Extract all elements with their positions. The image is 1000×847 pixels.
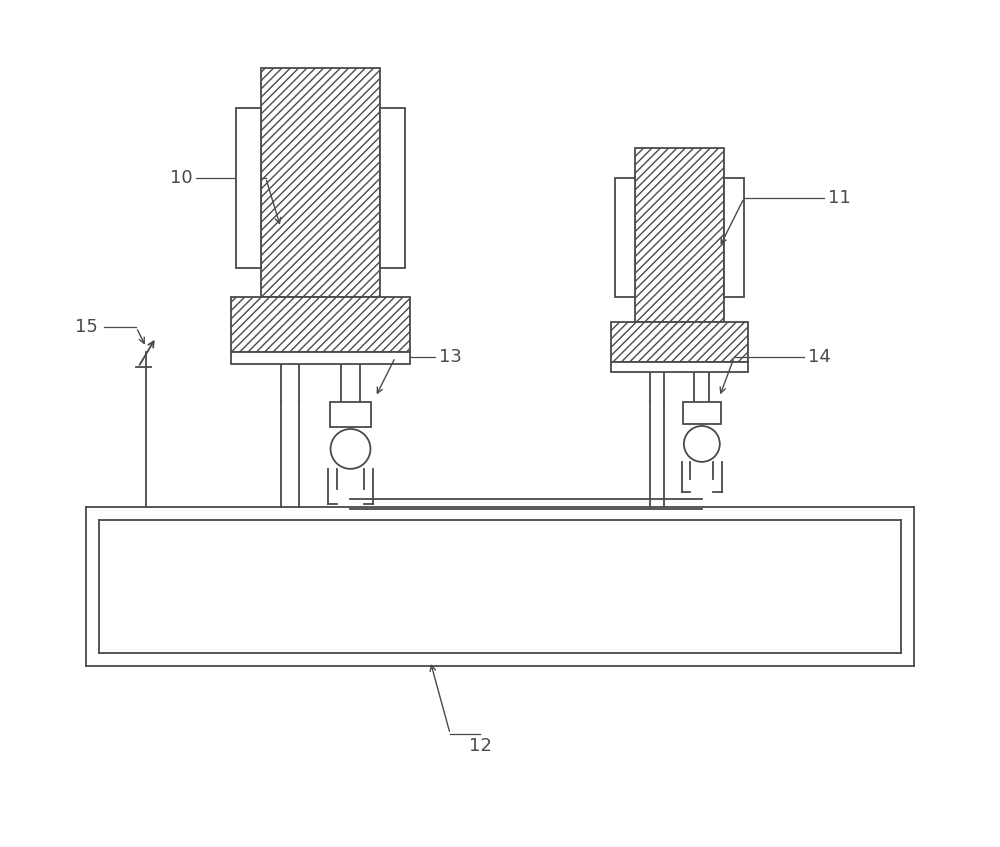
Bar <box>330 402 371 427</box>
Bar <box>724 178 744 297</box>
Bar <box>683 402 721 424</box>
Bar <box>236 108 261 268</box>
Text: 15: 15 <box>75 318 98 336</box>
Bar <box>380 108 405 268</box>
Text: 11: 11 <box>828 189 850 207</box>
Bar <box>231 352 410 364</box>
Bar <box>261 68 380 297</box>
Bar <box>615 178 635 297</box>
Circle shape <box>331 429 370 469</box>
Bar <box>611 323 748 363</box>
Bar <box>635 148 724 323</box>
Text: 12: 12 <box>469 737 492 755</box>
Text: 14: 14 <box>808 348 830 366</box>
Circle shape <box>684 426 720 462</box>
Bar <box>611 363 748 372</box>
Text: 13: 13 <box>439 348 462 366</box>
Text: 10: 10 <box>170 169 192 187</box>
Bar <box>231 297 410 352</box>
